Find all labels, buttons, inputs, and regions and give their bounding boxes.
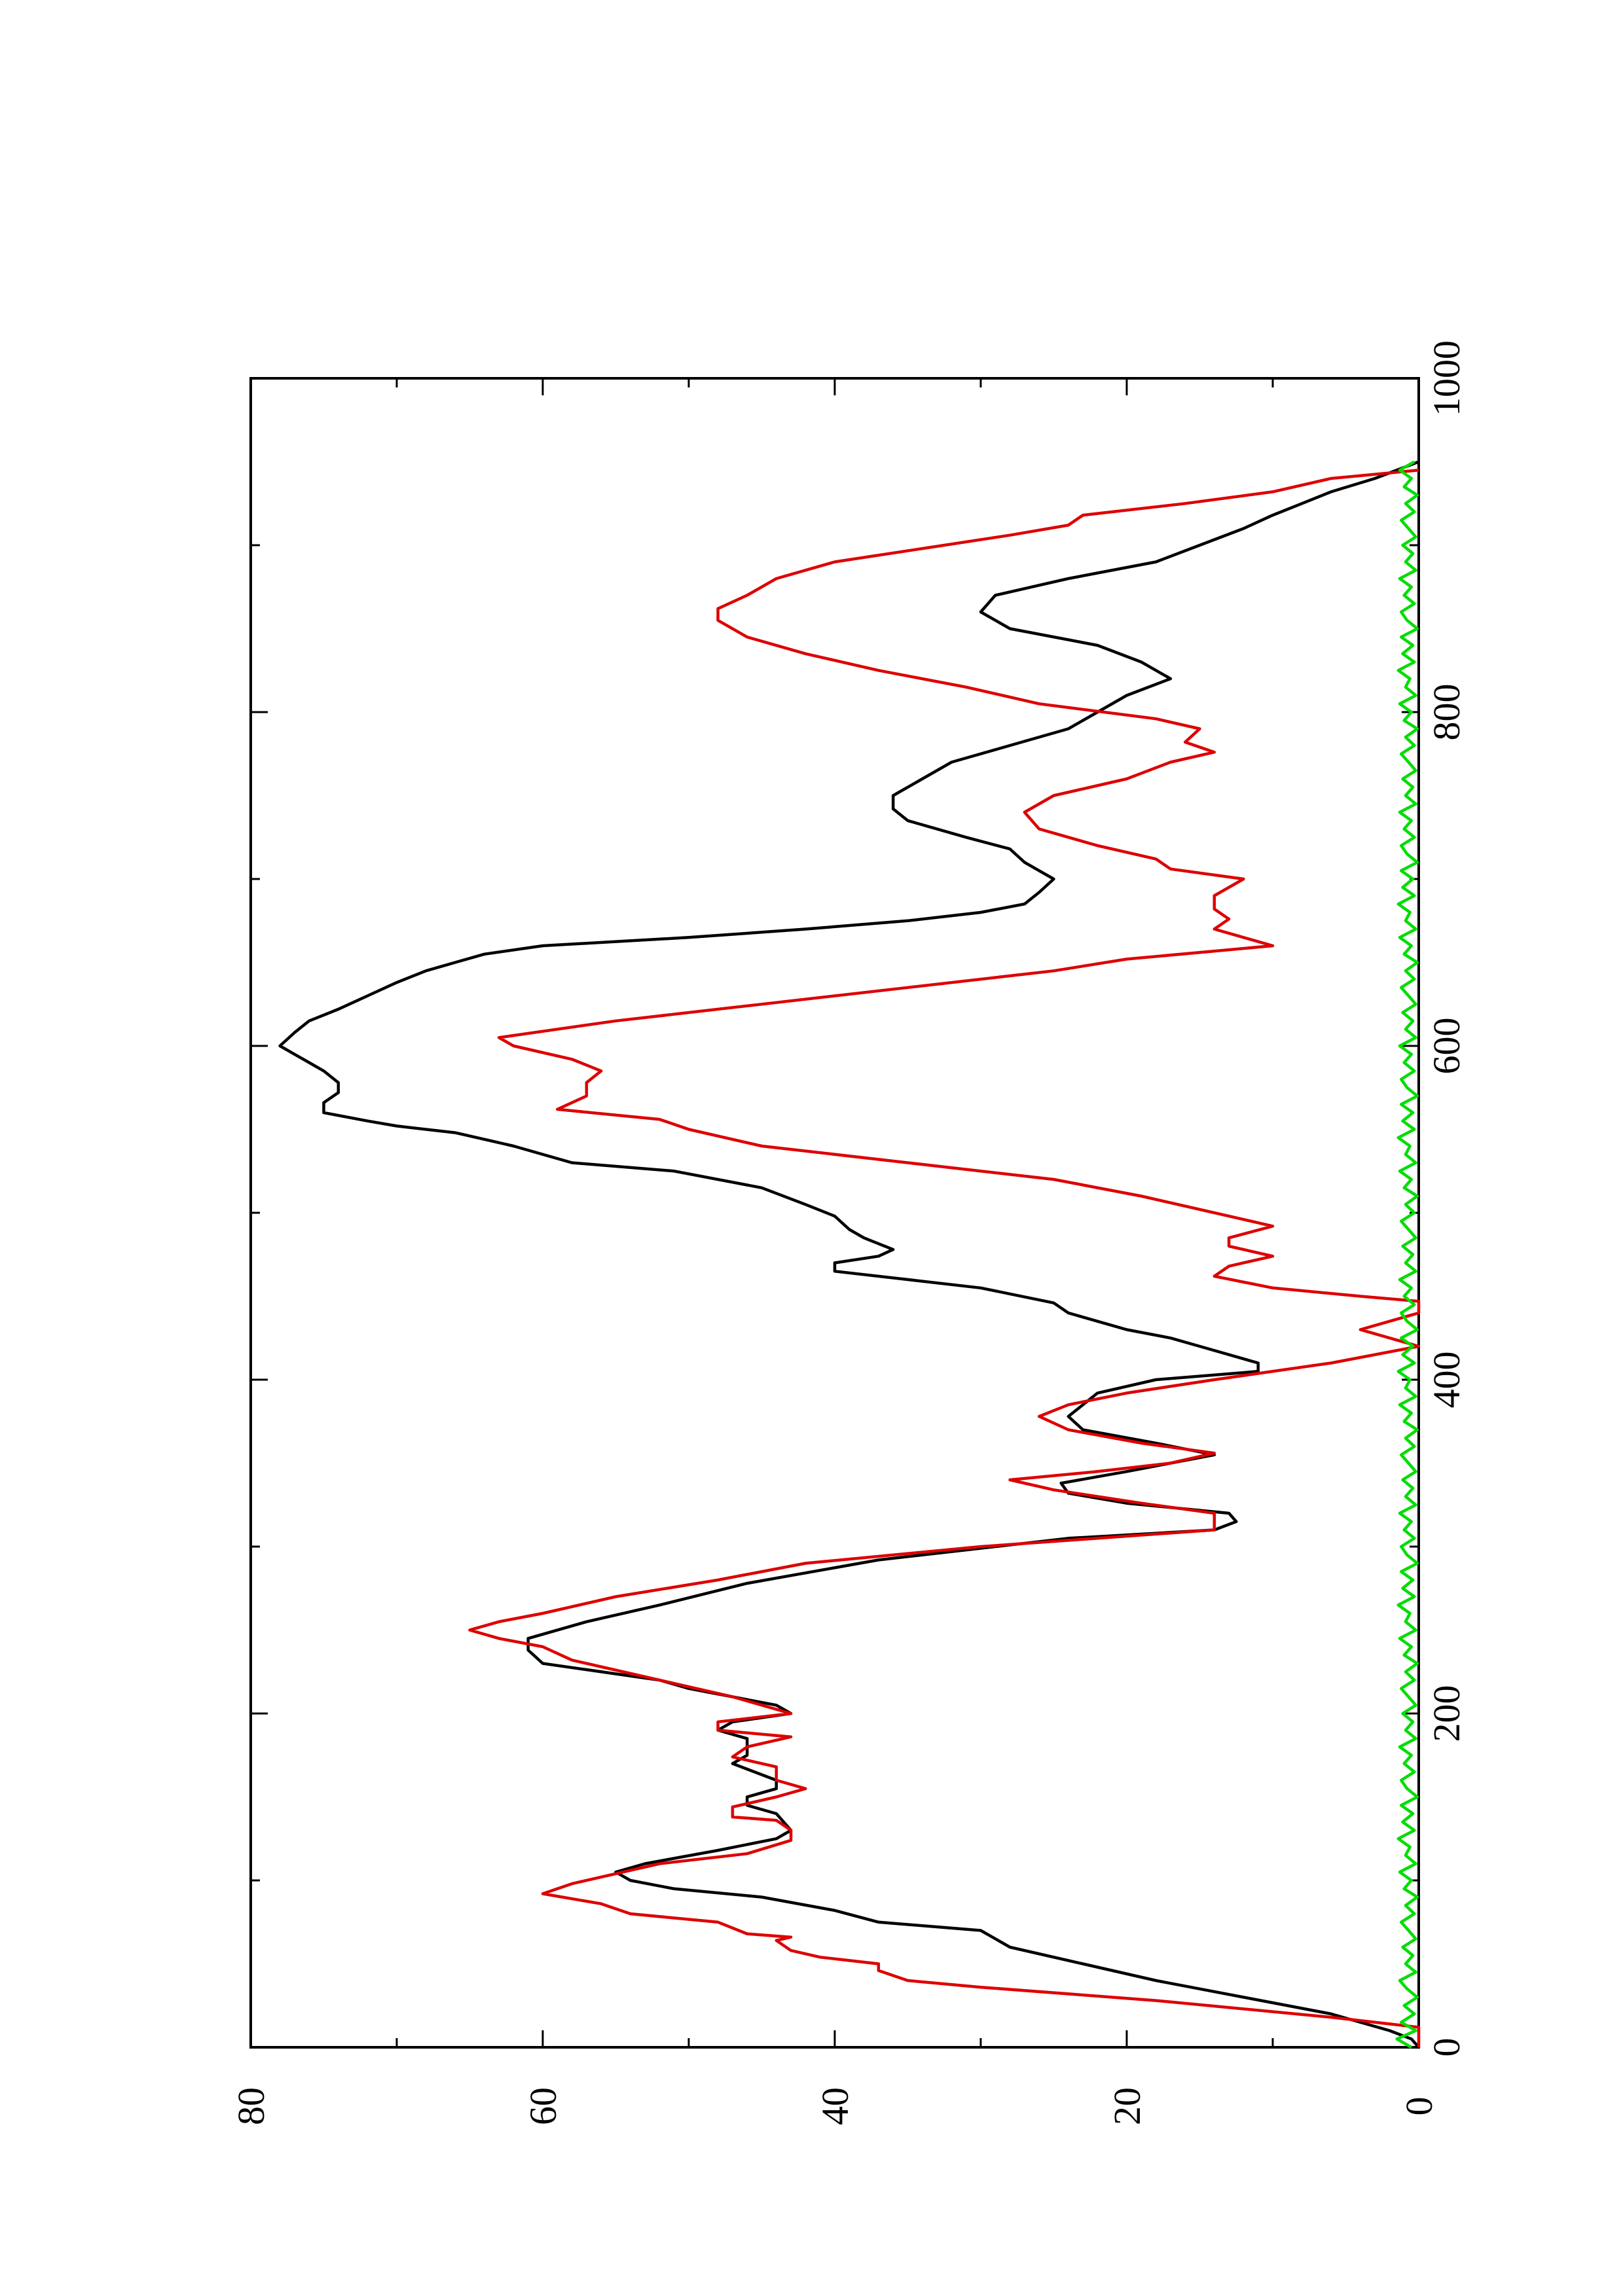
- axis-ticks: [249, 377, 1420, 2049]
- y-tick-label: 20: [1106, 2087, 1148, 2125]
- x-tick-label: 200: [1425, 1685, 1468, 1742]
- plot-frame: [249, 377, 1420, 2049]
- series-line-1: [278, 460, 1420, 2049]
- series-line-3: [1395, 460, 1419, 2049]
- x-tick-label: 400: [1425, 1352, 1468, 1408]
- y-tick-label: 0: [1398, 2097, 1440, 2116]
- x-tick-label: 600: [1425, 1018, 1468, 1075]
- series-line-2: [468, 469, 1421, 2047]
- y-tick-label: 80: [230, 2087, 272, 2125]
- x-tick-label: 0: [1425, 2038, 1468, 2057]
- axis-tick-labels: 0 200 400 600 800 1000 0 20 40 60 80: [230, 340, 1468, 2125]
- x-tick-label: 1000: [1425, 340, 1468, 416]
- y-tick-label: 40: [814, 2087, 856, 2125]
- series-layer: [278, 460, 1421, 2049]
- x-tick-label: 800: [1425, 684, 1468, 741]
- y-tick-label: 60: [522, 2087, 564, 2125]
